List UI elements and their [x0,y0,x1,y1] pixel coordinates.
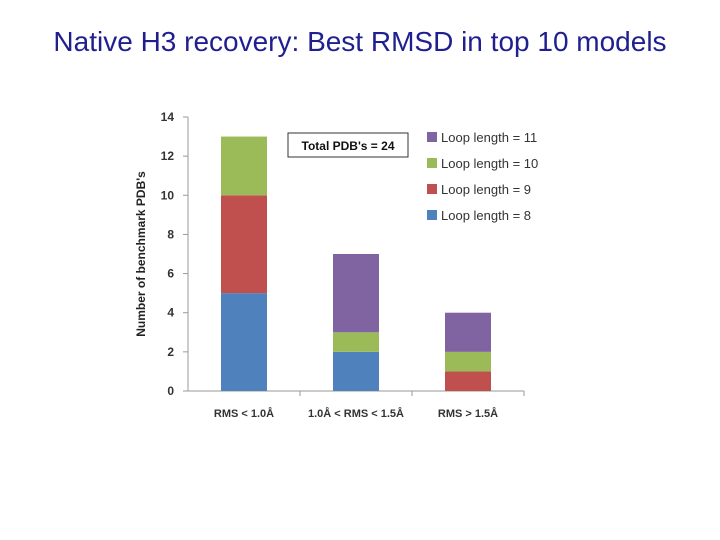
legend-label: Loop length = 9 [441,182,531,197]
y-tick-label: 4 [167,306,174,320]
y-tick-label: 8 [167,227,174,241]
chart-axes: 0 2 4 6 8 10 12 14 Number of benchmark PDB's RMS … [134,110,525,420]
y-tick-label: 6 [167,267,174,281]
bar-segment [333,332,379,352]
x-category-label: RMS < 1.0Å [214,407,274,420]
y-tick-label: 14 [161,110,175,124]
legend-swatch [427,184,437,194]
legend-swatch [427,132,437,142]
chart-annotation-group: Total PDB's = 24 [287,132,409,158]
y-tick-label: 2 [167,345,174,359]
x-category-label: RMS > 1.5Å [438,407,498,420]
chart-legend: Loop length = 11 Loop length = 10 Loop len… [427,130,538,223]
bar-segment [221,136,267,196]
bar-segment [221,293,267,391]
bar-segment [221,195,267,294]
annotation-box [287,132,409,158]
legend-label: Loop length = 8 [441,208,531,223]
legend-label: Loop length = 10 [441,156,538,171]
annotation-text: Total PDB's = 24 [302,139,395,153]
bar-segment [445,371,491,391]
x-category-label: 1.0Å < RMS < 1.5Å [308,407,404,420]
y-tick-label: 12 [161,149,175,163]
bar-segment [445,312,491,352]
bar-segment [445,351,491,372]
y-axis-label: Number of benchmark PDB's [134,171,148,337]
legend-swatch [427,158,437,168]
chart-bars [221,136,491,391]
slide-title: Native H3 recovery: Best RMSD in top 10 … [53,26,667,57]
legend-label: Loop length = 11 [441,130,537,145]
legend-swatch [427,210,437,220]
y-tick-label: 10 [161,188,175,202]
y-tick-label: 0 [167,384,174,398]
bar-segment [333,351,379,391]
bar-segment [333,254,379,333]
